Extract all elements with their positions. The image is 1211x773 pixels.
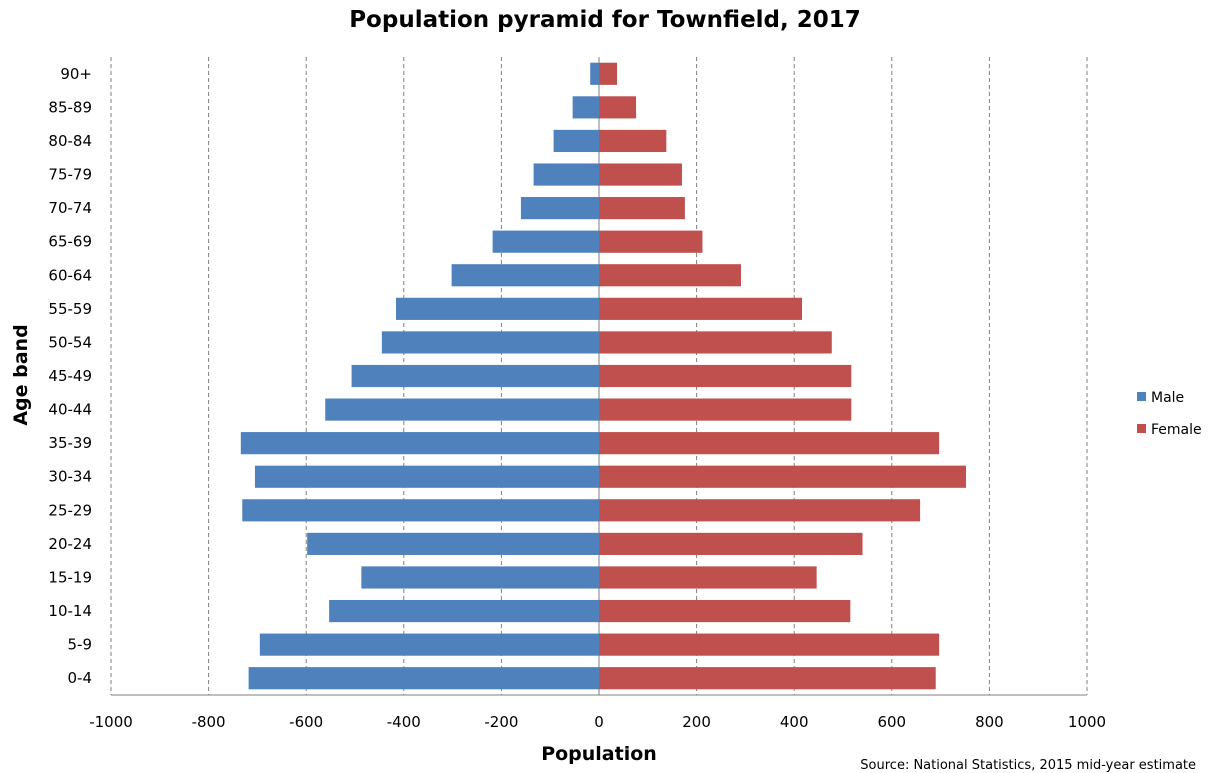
x-tick-label: -400 bbox=[387, 713, 421, 731]
bar-female-10-14 bbox=[599, 599, 851, 623]
bar-female-55-59 bbox=[599, 297, 803, 320]
bar-male-75-79 bbox=[533, 163, 599, 186]
bar-male-25-29 bbox=[242, 499, 599, 522]
bar-male-20-24 bbox=[307, 532, 599, 555]
y-tick-label: 45-49 bbox=[48, 367, 92, 385]
y-tick-label: 60-64 bbox=[48, 266, 92, 284]
bar-female-75-79 bbox=[599, 163, 682, 186]
bar-male-80-84 bbox=[553, 129, 599, 153]
bar-female-25-29 bbox=[599, 499, 921, 522]
x-tick-label: 800 bbox=[975, 713, 1004, 731]
bar-male-70-74 bbox=[520, 197, 599, 220]
y-tick-label: 30-34 bbox=[48, 468, 92, 486]
bar-male-60-64 bbox=[451, 264, 599, 287]
legend-swatch-female bbox=[1137, 424, 1146, 433]
x-tick-label: -200 bbox=[484, 713, 518, 731]
y-tick-label: 65-69 bbox=[48, 233, 92, 251]
y-tick-label: 10-14 bbox=[48, 602, 92, 620]
y-tick-label: 0-4 bbox=[68, 669, 93, 687]
bar-male-90+ bbox=[590, 62, 599, 85]
bar-male-55-59 bbox=[395, 297, 599, 320]
bar-female-5-9 bbox=[599, 633, 940, 656]
y-tick-label: 70-74 bbox=[48, 199, 92, 217]
bar-female-60-64 bbox=[599, 264, 742, 287]
x-axis-tick-labels: -1000 -800 -600 -400 -200 0 200 400 600 800 1000 bbox=[89, 713, 1106, 731]
x-tick-label: -1000 bbox=[89, 713, 133, 731]
bar-female-15-19 bbox=[599, 566, 817, 589]
bar-female-0-4 bbox=[599, 667, 936, 690]
y-axis-title: Age band bbox=[10, 324, 32, 425]
x-tick-label: 1000 bbox=[1068, 713, 1106, 731]
bar-female-70-74 bbox=[599, 197, 685, 220]
x-tick-label: 0 bbox=[594, 713, 604, 731]
bar-female-80-84 bbox=[599, 129, 667, 153]
bar-female-45-49 bbox=[599, 364, 852, 388]
y-tick-label: 75-79 bbox=[48, 166, 92, 184]
bar-male-45-49 bbox=[351, 364, 599, 388]
legend-swatch-male bbox=[1137, 392, 1146, 401]
legend-label-female: Female bbox=[1151, 422, 1202, 438]
bar-male-85-89 bbox=[572, 96, 599, 119]
y-axis-tick-labels: 0-4 5-9 10-14 15-19 20-24 25-29 30-34 35-39 40-4… bbox=[48, 65, 92, 687]
bar-female-50-54 bbox=[599, 331, 832, 354]
x-axis-title: Population bbox=[541, 743, 657, 765]
y-tick-label: 15-19 bbox=[48, 568, 92, 586]
bars bbox=[240, 62, 966, 690]
bar-male-35-39 bbox=[240, 432, 600, 455]
y-tick-label: 35-39 bbox=[48, 434, 92, 452]
bar-female-65-69 bbox=[599, 230, 703, 253]
chart-title: Population pyramid for Townfield, 2017 bbox=[349, 7, 861, 33]
bar-male-0-4 bbox=[248, 667, 599, 690]
bar-female-85-89 bbox=[599, 96, 637, 119]
bar-female-40-44 bbox=[599, 398, 852, 421]
x-tick-label: 600 bbox=[877, 713, 906, 731]
bar-female-30-34 bbox=[599, 465, 966, 488]
legend: Male Female bbox=[1137, 390, 1202, 438]
y-tick-label: 25-29 bbox=[48, 501, 92, 519]
bar-male-30-34 bbox=[254, 465, 599, 488]
y-tick-label: 20-24 bbox=[48, 535, 92, 553]
bar-male-10-14 bbox=[329, 599, 599, 623]
x-tick-label: -800 bbox=[192, 713, 226, 731]
y-tick-label: 5-9 bbox=[68, 636, 93, 654]
x-tick-label: -600 bbox=[289, 713, 323, 731]
bar-male-15-19 bbox=[361, 566, 599, 589]
bar-female-90+ bbox=[599, 62, 618, 85]
y-tick-label: 85-89 bbox=[48, 98, 92, 116]
y-tick-label: 80-84 bbox=[48, 132, 92, 150]
bar-male-50-54 bbox=[381, 331, 599, 354]
legend-label-male: Male bbox=[1151, 390, 1184, 406]
y-tick-label: 55-59 bbox=[48, 300, 92, 318]
bar-male-40-44 bbox=[325, 398, 599, 421]
bar-female-20-24 bbox=[599, 532, 863, 555]
bar-male-5-9 bbox=[259, 633, 599, 656]
source-note: Source: National Statistics, 2015 mid-ye… bbox=[860, 758, 1196, 773]
x-tick-label: 200 bbox=[682, 713, 711, 731]
x-tick-label: 400 bbox=[780, 713, 809, 731]
y-tick-label: 90+ bbox=[60, 65, 92, 83]
y-tick-label: 40-44 bbox=[48, 401, 92, 419]
bar-male-65-69 bbox=[492, 230, 599, 253]
bar-female-35-39 bbox=[599, 432, 940, 455]
y-tick-label: 50-54 bbox=[48, 333, 92, 351]
